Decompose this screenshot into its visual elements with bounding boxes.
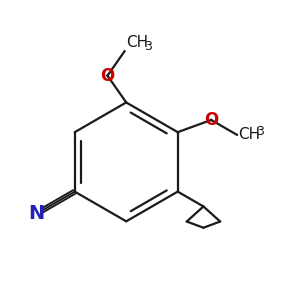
Text: 3: 3	[256, 125, 265, 138]
Text: O: O	[204, 111, 218, 129]
Text: CH: CH	[126, 35, 148, 50]
Text: 3: 3	[144, 40, 152, 53]
Text: N: N	[28, 204, 44, 224]
Text: O: O	[100, 67, 115, 85]
Text: CH: CH	[238, 127, 261, 142]
